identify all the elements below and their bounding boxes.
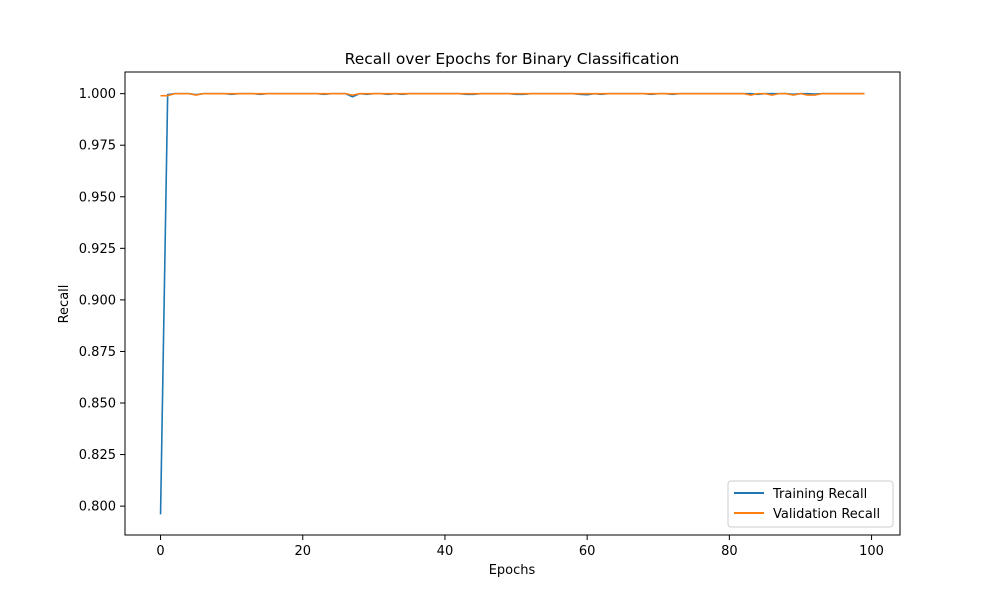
- y-tick-label: 0.950: [79, 190, 116, 205]
- x-tick-label: 60: [579, 544, 596, 559]
- axes-frame: [124, 71, 901, 536]
- legend-label-training: Training Recall: [772, 487, 867, 502]
- x-tick-label: 0: [156, 544, 164, 559]
- y-axis-ticks: 0.800 0.825 0.850 0.875 0.900 0.925 0.950 0.975…: [79, 87, 125, 515]
- x-axis-ticks: 0 20 40 60 80 100: [156, 535, 884, 559]
- x-tick-label: 40: [437, 544, 454, 559]
- y-tick-label: 0.825: [79, 448, 116, 463]
- x-tick-label: 20: [294, 544, 311, 559]
- y-tick-label: 0.900: [79, 293, 116, 308]
- x-tick-label: 100: [859, 544, 884, 559]
- y-tick-label: 0.850: [79, 397, 116, 412]
- legend-box: [727, 480, 894, 528]
- y-tick-label: 0.800: [79, 500, 116, 515]
- legend-label-validation: Validation Recall: [773, 507, 880, 522]
- y-tick-label: 1.000: [79, 87, 116, 102]
- legend: Training Recall Validation Recall: [727, 480, 894, 528]
- y-tick-label: 0.975: [79, 139, 116, 154]
- chart-title: Recall over Epochs for Binary Classifica…: [345, 50, 680, 68]
- validation-recall-line: [160, 92, 865, 97]
- x-axis-label: Epochs: [489, 563, 536, 578]
- y-axis-label: Recall: [57, 285, 72, 324]
- y-tick-label: 0.925: [79, 242, 116, 257]
- series-layer: [159, 92, 865, 515]
- x-tick-label: 80: [721, 544, 738, 559]
- y-tick-label: 0.875: [79, 345, 116, 360]
